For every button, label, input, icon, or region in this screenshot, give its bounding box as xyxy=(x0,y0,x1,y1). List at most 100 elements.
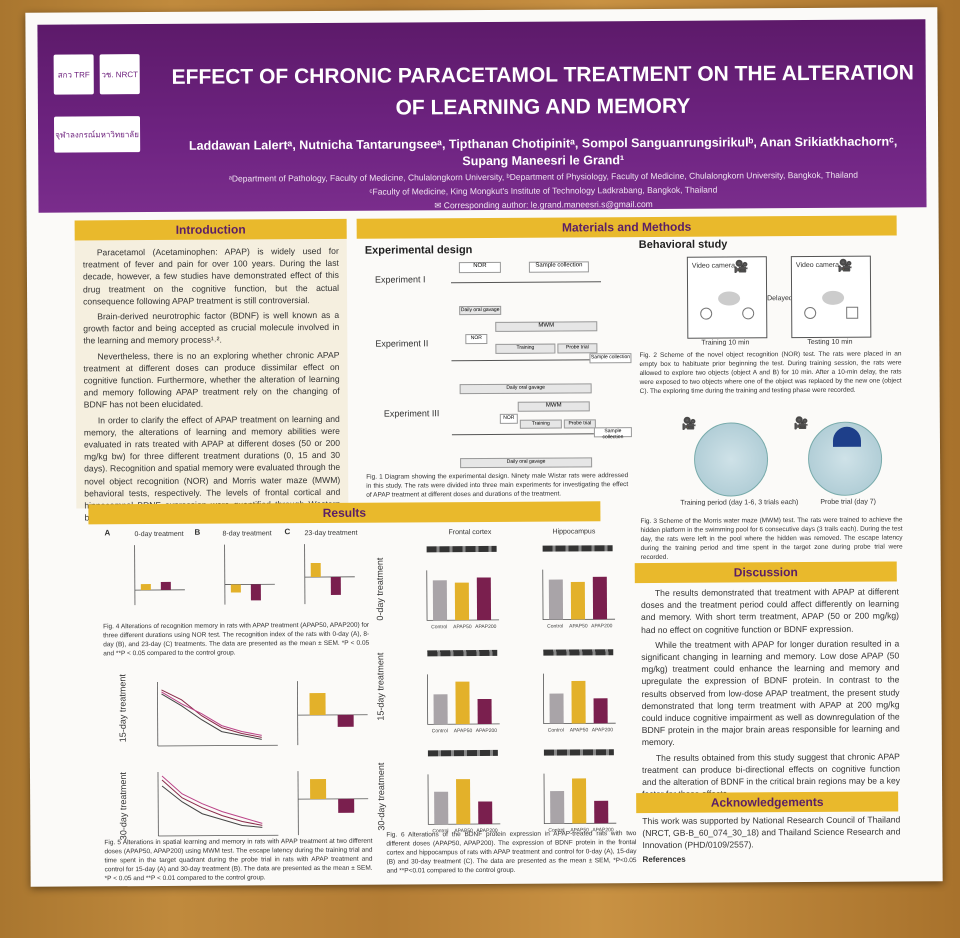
introduction-heading: Introduction xyxy=(74,218,347,241)
experimental-design-title: Experimental design xyxy=(364,244,473,257)
bar-apap50 xyxy=(230,584,241,593)
video-camera-label: Video camera xyxy=(795,261,839,270)
fig-5-caption: Fig. 5 Alterations in spatial learning a… xyxy=(104,837,373,883)
bar-apap200 xyxy=(592,576,608,620)
training-box: Training xyxy=(519,419,562,429)
nrct-logo: วช. NRCT xyxy=(99,54,140,95)
results-heading: Results xyxy=(88,501,601,525)
experiment-3-label: Experiment III xyxy=(383,408,440,419)
tick-label: Control xyxy=(548,828,564,834)
bar-apap50 xyxy=(140,584,151,591)
object-b-icon xyxy=(742,307,755,320)
nor-box: NOR xyxy=(465,333,488,345)
bar-apap200 xyxy=(593,698,608,724)
discussion-heading: Discussion xyxy=(634,561,897,584)
tick-label: APAP50 xyxy=(570,727,589,733)
methods-heading: Materials and Methods xyxy=(356,215,897,239)
bar-apap50 xyxy=(571,680,586,724)
rat-icon xyxy=(718,291,741,306)
daily-gavage-box: Daily oral gavage xyxy=(459,305,502,316)
timeline-3 xyxy=(451,433,602,436)
bar-apap50 xyxy=(455,681,470,725)
timeline-1 xyxy=(450,281,601,284)
chula-logo: จุฬาลงกรณ์มหาวิทยาลัย xyxy=(53,116,141,153)
intro-paragraph: Brain-derived neurotrophic factor (BDNF)… xyxy=(83,309,340,346)
nor-box: NOR xyxy=(458,261,501,274)
fig-2-caption: Fig. 2 Scheme of the novel object recogn… xyxy=(639,350,902,396)
tick-label: APAP200 xyxy=(476,728,498,734)
tick-label: Control xyxy=(548,728,564,734)
sample-collection-box: Sample collection xyxy=(528,261,589,273)
tick-label: APAP200 xyxy=(476,828,498,834)
video-camera-icon: 🎥 xyxy=(837,258,853,273)
video-camera-label: Video camera xyxy=(691,262,735,270)
tick-label: APAP200 xyxy=(591,623,613,629)
fig-1-caption: Fig. 1 Diagram showing the experimental … xyxy=(366,472,629,499)
mwm-box: MWM xyxy=(495,321,598,332)
hippocampus-label: Hippocampus xyxy=(552,528,596,536)
video-camera-icon: 🎥 xyxy=(793,416,809,431)
western-blot-band xyxy=(542,545,613,552)
tick-label: APAP200 xyxy=(475,624,497,630)
target-quadrant xyxy=(832,426,862,447)
bar-apap50 xyxy=(454,582,470,621)
rat-icon xyxy=(822,290,845,305)
bar-apap200 xyxy=(330,576,341,595)
fig6-0day-label: 0-day treatment xyxy=(374,557,386,621)
object-a-icon xyxy=(700,307,713,320)
training-box: Training xyxy=(495,343,556,354)
nor-training-box: Video camera 🎥 xyxy=(686,256,768,339)
bar-control xyxy=(433,694,448,725)
bar-apap200 xyxy=(478,801,493,825)
authors: Laddawan Lalertᵃ, Nutnicha Tantarungseeᵃ… xyxy=(158,133,928,172)
daily-gavage-box: Daily oral gavage xyxy=(459,383,592,395)
western-blot-band xyxy=(426,545,497,553)
tick-label: Control xyxy=(547,624,563,630)
affiliations: ᵃDepartment of Pathology, Faculty of Med… xyxy=(158,167,928,214)
trf-logo: สกว TRF xyxy=(53,54,94,95)
introduction-panel: Introduction Paracetamol (Acetaminophen:… xyxy=(74,218,349,523)
intro-paragraph: Paracetamol (Acetaminophen: APAP) is wid… xyxy=(82,245,340,307)
tick-label: APAP200 xyxy=(592,727,614,733)
fig-4-caption: Fig. 4 Alterations of recognition memory… xyxy=(103,621,370,658)
fig4-c-title: 23-day treatment xyxy=(304,529,358,538)
behavioral-study-title: Behavioral study xyxy=(638,238,728,252)
training-period-label: Training period (day 1-6, 3 trials each) xyxy=(680,499,799,507)
bar-apap200 xyxy=(337,714,354,727)
timeline-2 xyxy=(451,359,602,362)
tick-label: APAP50 xyxy=(453,624,472,630)
fig-6-caption: Fig. 6 Alterations of the BDNF protein e… xyxy=(386,830,637,875)
intro-paragraph: Nevertheless, there is no an exploring w… xyxy=(83,349,340,410)
tick-label: APAP50 xyxy=(454,728,473,734)
discussion-body: The results demonstrated that treatment … xyxy=(641,585,900,803)
tick-label: APAP200 xyxy=(592,827,614,833)
poster-header: สกว TRF วช. NRCT จุฬาลงกรณ์มหาวิทยาลัย E… xyxy=(37,19,928,214)
bar-apap200 xyxy=(338,798,355,813)
references-heading: References xyxy=(642,854,686,864)
poster-title: EFFECT OF CHRONIC PARACETAMOL TREATMENT … xyxy=(171,61,914,120)
nor-testing-box: Video camera 🎥 xyxy=(790,255,872,339)
daily-gavage-box: Daily oral gavage xyxy=(460,457,593,469)
bar-apap200 xyxy=(250,584,261,601)
training-10-min-label: Training 10 min xyxy=(701,339,750,347)
discussion-paragraph: While the treatment with APAP for longer… xyxy=(641,638,900,748)
mwm-training-pool xyxy=(693,422,769,497)
fig-3-caption: Fig. 3 Scheme of the Morris water maze (… xyxy=(640,516,903,562)
probe-box: Probe trial xyxy=(563,419,596,429)
fig4-a-title: 0-day treatment xyxy=(134,530,184,539)
bar-apap200 xyxy=(160,581,171,590)
testing-10-min-label: Testing 10 min xyxy=(807,338,853,347)
tick-label: Control xyxy=(432,828,448,834)
fig4-bars xyxy=(134,544,355,606)
object-a-icon xyxy=(804,306,817,320)
probe-trial-label: Probe trial (day 7) xyxy=(820,498,877,506)
tick-label: Control xyxy=(431,624,447,630)
fig4-b-title: 8-day treatment xyxy=(222,530,272,538)
bar-apap50 xyxy=(310,778,327,800)
bar-apap50 xyxy=(572,778,587,824)
tick-label: APAP50 xyxy=(569,623,588,629)
bar-control xyxy=(550,791,565,824)
fig6-15day-label: 15-day treatment xyxy=(375,652,386,721)
acknowledgements-body: This work was supported by National Rese… xyxy=(642,813,900,863)
fig6-30day-label: 30-day treatment xyxy=(375,762,387,831)
